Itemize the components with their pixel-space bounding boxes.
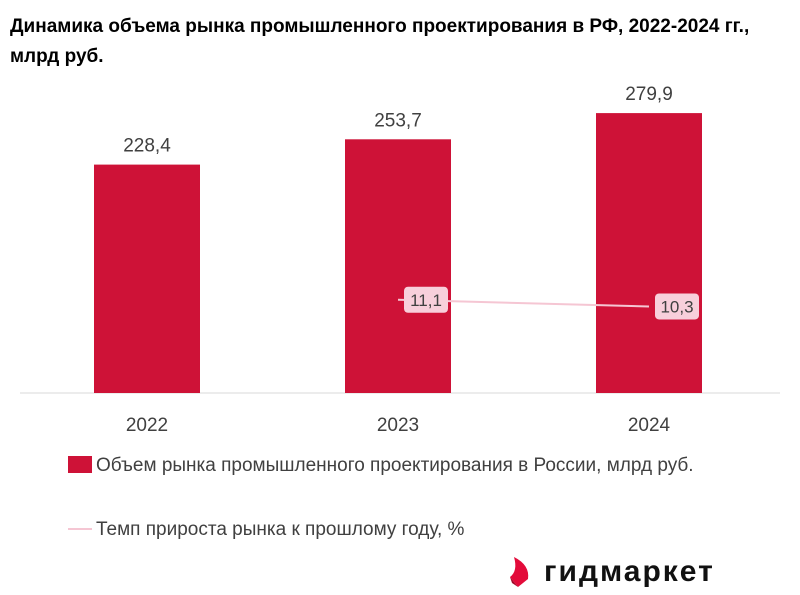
- x-tick-2024: 2024: [628, 415, 671, 436]
- bar-label-2024: 279,9: [625, 84, 673, 105]
- legend-line-swatch: [68, 528, 92, 530]
- bar-2022: [94, 164, 200, 393]
- legend-bar-label: Объем рынка промышленного проектирования…: [96, 455, 694, 476]
- growth-label-2023: 11,1: [410, 291, 442, 310]
- logo: гидмаркет: [508, 555, 715, 589]
- bar-2024: [596, 113, 702, 393]
- chart-title: Динамика объема рынка промышленного прое…: [10, 16, 750, 67]
- bar-label-2022: 228,4: [123, 136, 171, 157]
- bar-label-2023: 253,7: [374, 110, 422, 131]
- growth-label-box-2023: [404, 286, 448, 313]
- bar-2023: [345, 139, 451, 393]
- logo-mark-icon: [510, 557, 529, 587]
- x-tick-2022: 2022: [126, 415, 168, 436]
- legend-bar-swatch: [68, 456, 92, 473]
- chart: 228,4 2022 253,7 2023 279,9 2024 11,1 10,3: [20, 84, 780, 436]
- growth-label-box-2024: [655, 293, 699, 320]
- growth-label-2024: 10,3: [660, 297, 693, 316]
- x-tick-2023: 2023: [377, 415, 419, 436]
- legend-line: Темп прироста рынка к прошлому году, %: [68, 516, 464, 544]
- legend-bar: Объем рынка промышленного проектирования…: [68, 452, 768, 480]
- legend-line-label: Темп прироста рынка к прошлому году, %: [96, 519, 465, 540]
